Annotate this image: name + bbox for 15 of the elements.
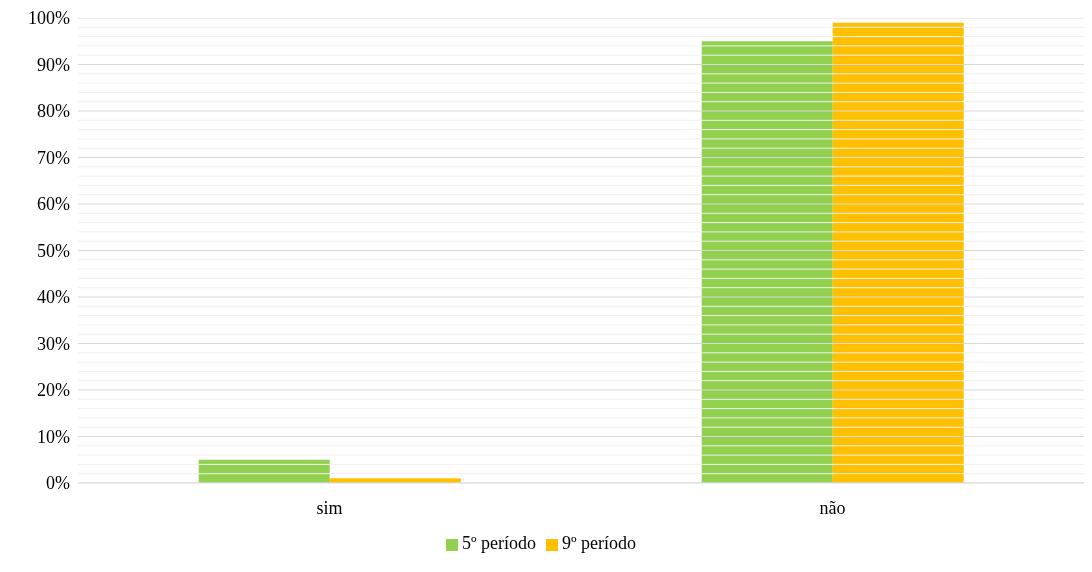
y-tick-label: 50% [37, 240, 70, 261]
y-tick-label: 80% [37, 101, 70, 122]
y-tick-label: 20% [37, 380, 70, 401]
y-tick-label: 10% [37, 426, 70, 447]
y-tick-label: 60% [37, 194, 70, 215]
y-tick-label: 100% [28, 8, 70, 29]
x-tick-label: não [819, 497, 846, 518]
y-tick-label: 30% [37, 333, 70, 354]
legend-label: 5º período [461, 533, 536, 553]
y-tick-label: 70% [37, 147, 70, 168]
y-tick-label: 40% [37, 287, 70, 308]
x-tick-label: sim [316, 497, 343, 518]
y-tick-label: 0% [46, 473, 70, 494]
y-tick-label: 90% [37, 54, 70, 75]
legend-label: 9º período [562, 533, 637, 553]
